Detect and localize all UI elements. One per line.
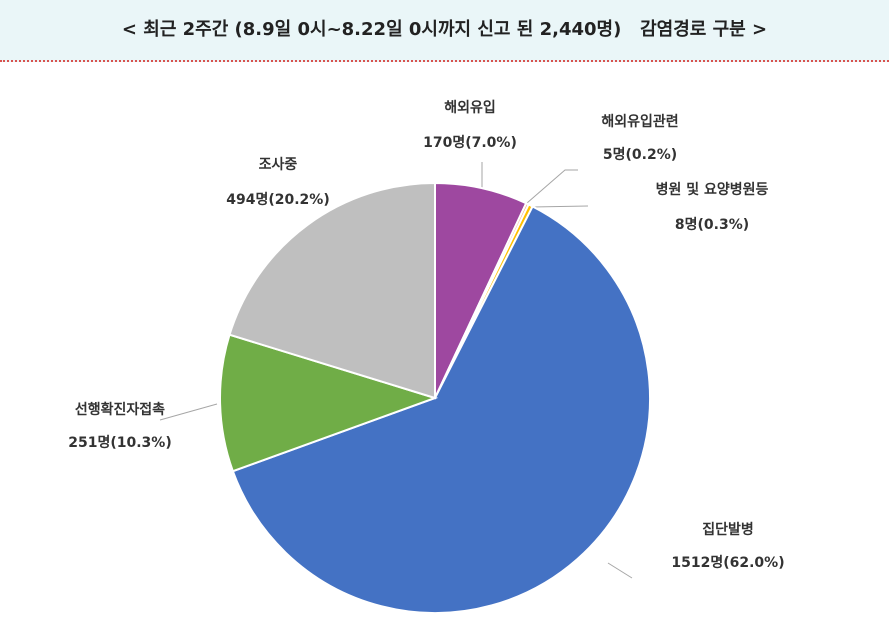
- slice-label: 해외유입: [444, 99, 496, 116]
- leader-line: [531, 205, 589, 208]
- leader-line: [526, 169, 578, 204]
- value-label: 1512명(62.0%): [671, 554, 784, 571]
- value-label: 170명(7.0%): [423, 134, 517, 151]
- value-label: 251명(10.3%): [68, 434, 171, 451]
- leader-line: [159, 403, 218, 421]
- value-label: 5명(0.2%): [603, 146, 677, 163]
- pie-slice: [231, 205, 651, 614]
- slice-label: 조사중: [259, 157, 298, 173]
- value-label: 8명(0.3%): [675, 216, 749, 233]
- slice-label: 해외유입관련: [601, 113, 678, 130]
- header: < 최근 2주간 (8.9일 0시~8.22일 0시까지 신고 된 2,440명…: [0, 0, 889, 62]
- slice-label: 병원 및 요양병원등: [656, 181, 769, 198]
- chart-title: < 최근 2주간 (8.9일 0시~8.22일 0시까지 신고 된 2,440명…: [121, 19, 768, 40]
- leader-line: [607, 562, 633, 579]
- value-label: 494명(20.2%): [226, 191, 329, 208]
- slice-label: 선행확진자접촉: [75, 401, 165, 418]
- pie-slice: [228, 181, 436, 400]
- slice-label: 집단발병: [702, 521, 754, 538]
- pie-slice: [219, 333, 439, 473]
